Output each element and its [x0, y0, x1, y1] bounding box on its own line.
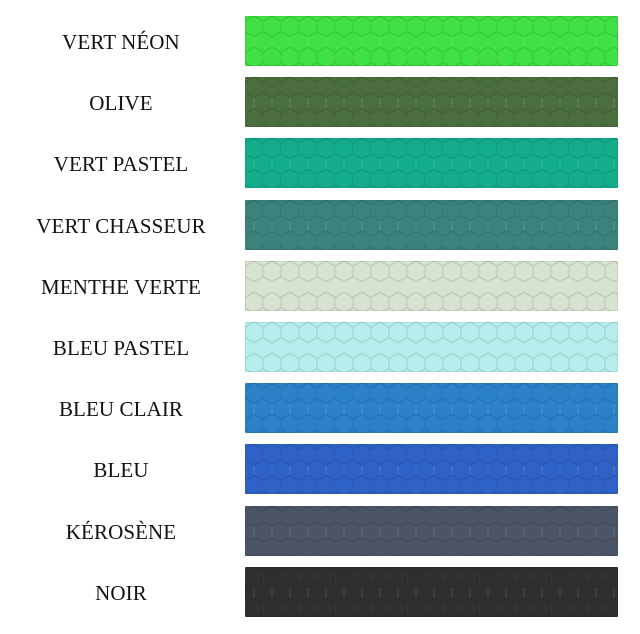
swatch-label: KÉROSÈNE [65, 519, 177, 544]
swatch-row: BLEU [0, 444, 640, 496]
swatch-label: NOIR [95, 580, 147, 605]
color-swatch-list: VERT NÉON OLIVE VERT PASTEL VERT CHASSEUR ME… [0, 16, 640, 628]
color-swatch [245, 321, 618, 372]
hexagon-texture [245, 199, 618, 250]
hexagon-texture [245, 321, 618, 372]
swatch-label: BLEU PASTEL [52, 335, 190, 360]
hexagon-texture [245, 138, 618, 189]
color-swatch [245, 505, 618, 556]
swatch-row: VERT PASTEL [0, 138, 640, 190]
color-swatch [245, 199, 618, 250]
swatch-row: VERT NÉON [0, 16, 640, 68]
hexagon-texture [245, 77, 618, 128]
swatch-row: BLEU PASTEL [0, 321, 640, 374]
swatch-label: OLIVE [89, 91, 153, 116]
hexagon-texture [245, 566, 618, 617]
swatch-row: MENTHE VERTE [0, 260, 640, 313]
color-swatch [245, 16, 618, 66]
color-swatch [245, 138, 618, 189]
color-swatch [245, 77, 618, 128]
color-swatch [245, 383, 618, 434]
hexagon-texture [245, 16, 618, 66]
color-swatch [245, 260, 618, 311]
hexagon-texture [245, 444, 618, 495]
swatch-row: NOIR [0, 566, 640, 619]
hexagon-texture [245, 383, 618, 434]
swatch-label: VERT PASTEL [53, 152, 189, 177]
swatch-label: BLEU CLAIR [58, 397, 184, 422]
swatch-label: MENTHE VERTE [41, 274, 201, 299]
swatch-row: OLIVE [0, 77, 640, 129]
color-swatch [245, 566, 618, 617]
hexagon-texture [245, 260, 618, 311]
swatch-label: VERT CHASSEUR [36, 213, 206, 238]
swatch-row: KÉROSÈNE [0, 505, 640, 558]
swatch-row: VERT CHASSEUR [0, 199, 640, 252]
hexagon-texture [245, 505, 618, 556]
swatch-label: VERT NÉON [62, 30, 180, 54]
swatch-row: BLEU CLAIR [0, 383, 640, 435]
color-swatch [245, 444, 618, 495]
swatch-label: BLEU [93, 458, 149, 483]
